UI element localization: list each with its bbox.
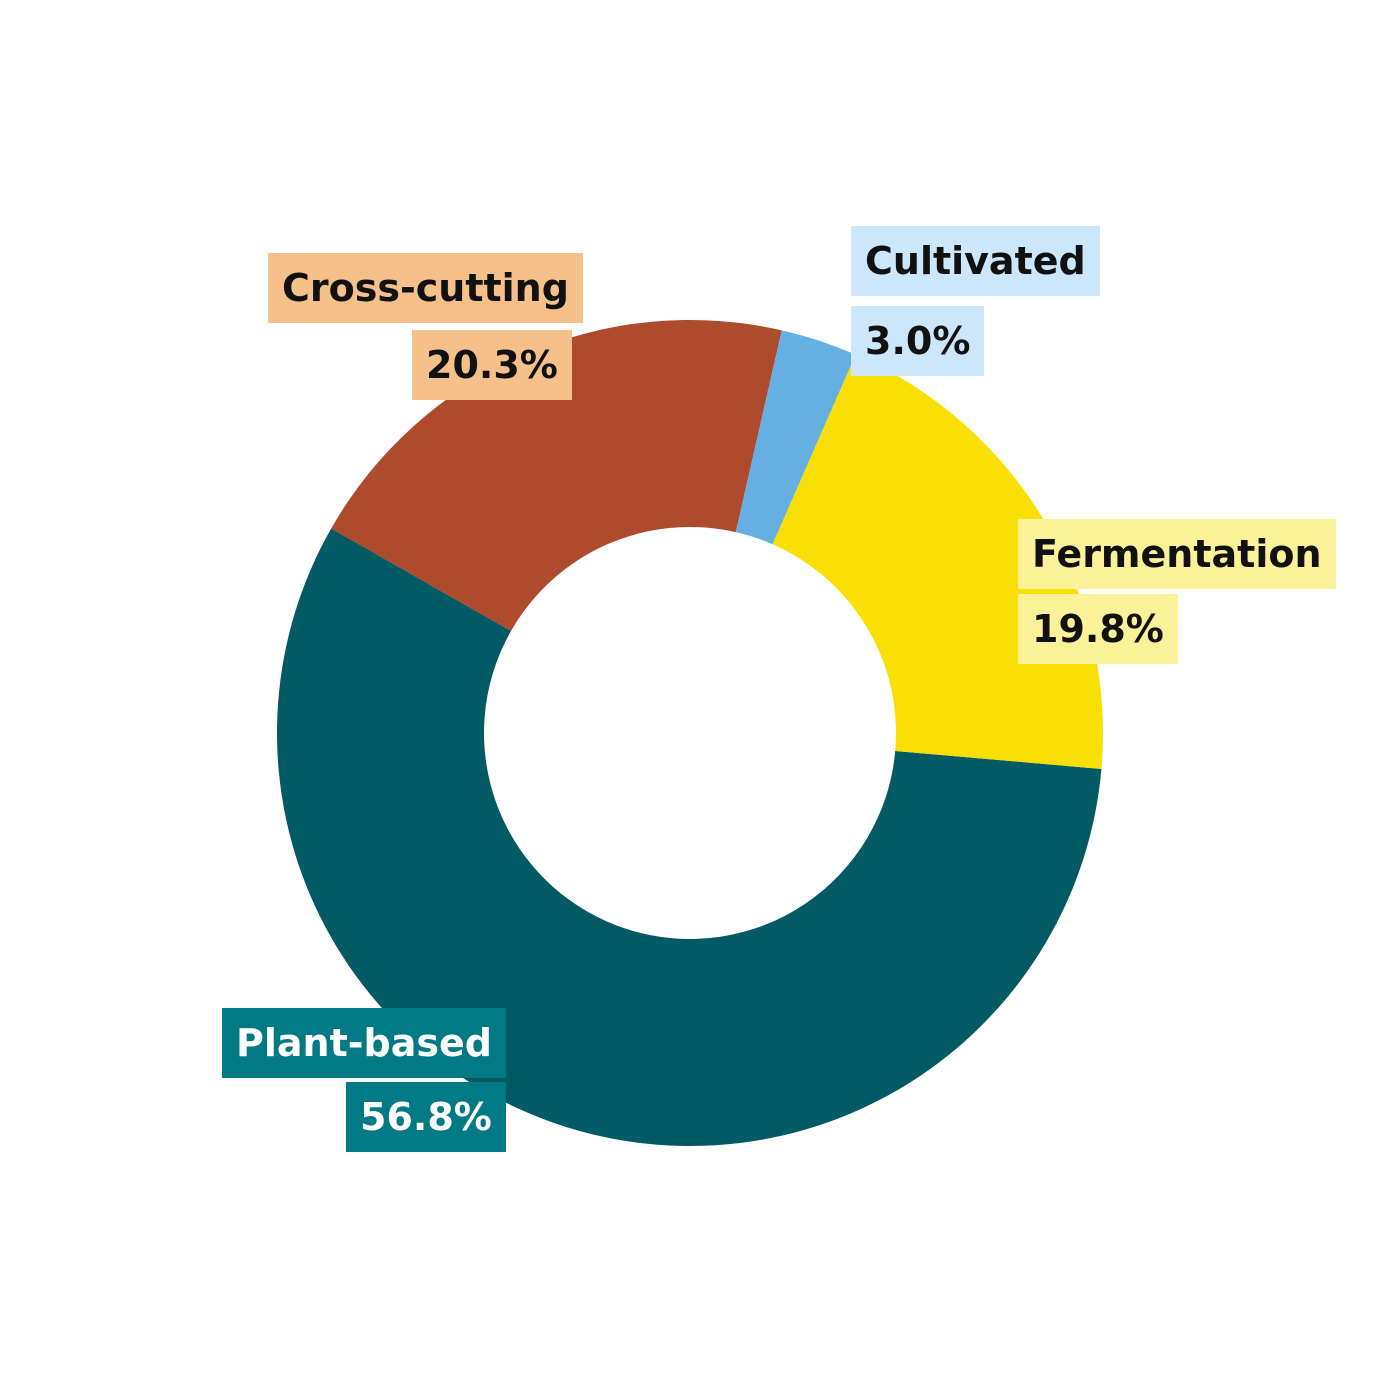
label-cultivated-name: Cultivated <box>851 226 1100 296</box>
slice-plant-based <box>277 528 1102 1146</box>
slice-cultivated <box>735 330 856 545</box>
slice-fermentation <box>772 354 1103 769</box>
label-fermentation-name: Fermentation <box>1018 519 1336 589</box>
label-cross-cutting-value: 20.3% <box>412 330 572 400</box>
slice-cross-cutting <box>331 320 782 631</box>
label-fermentation-value: 19.8% <box>1018 594 1178 664</box>
label-cross-cutting-name: Cross-cutting <box>268 253 583 323</box>
label-plant-based-name: Plant-based <box>222 1008 506 1078</box>
label-plant-based-value: 56.8% <box>346 1082 506 1152</box>
label-cultivated-value: 3.0% <box>851 306 985 376</box>
